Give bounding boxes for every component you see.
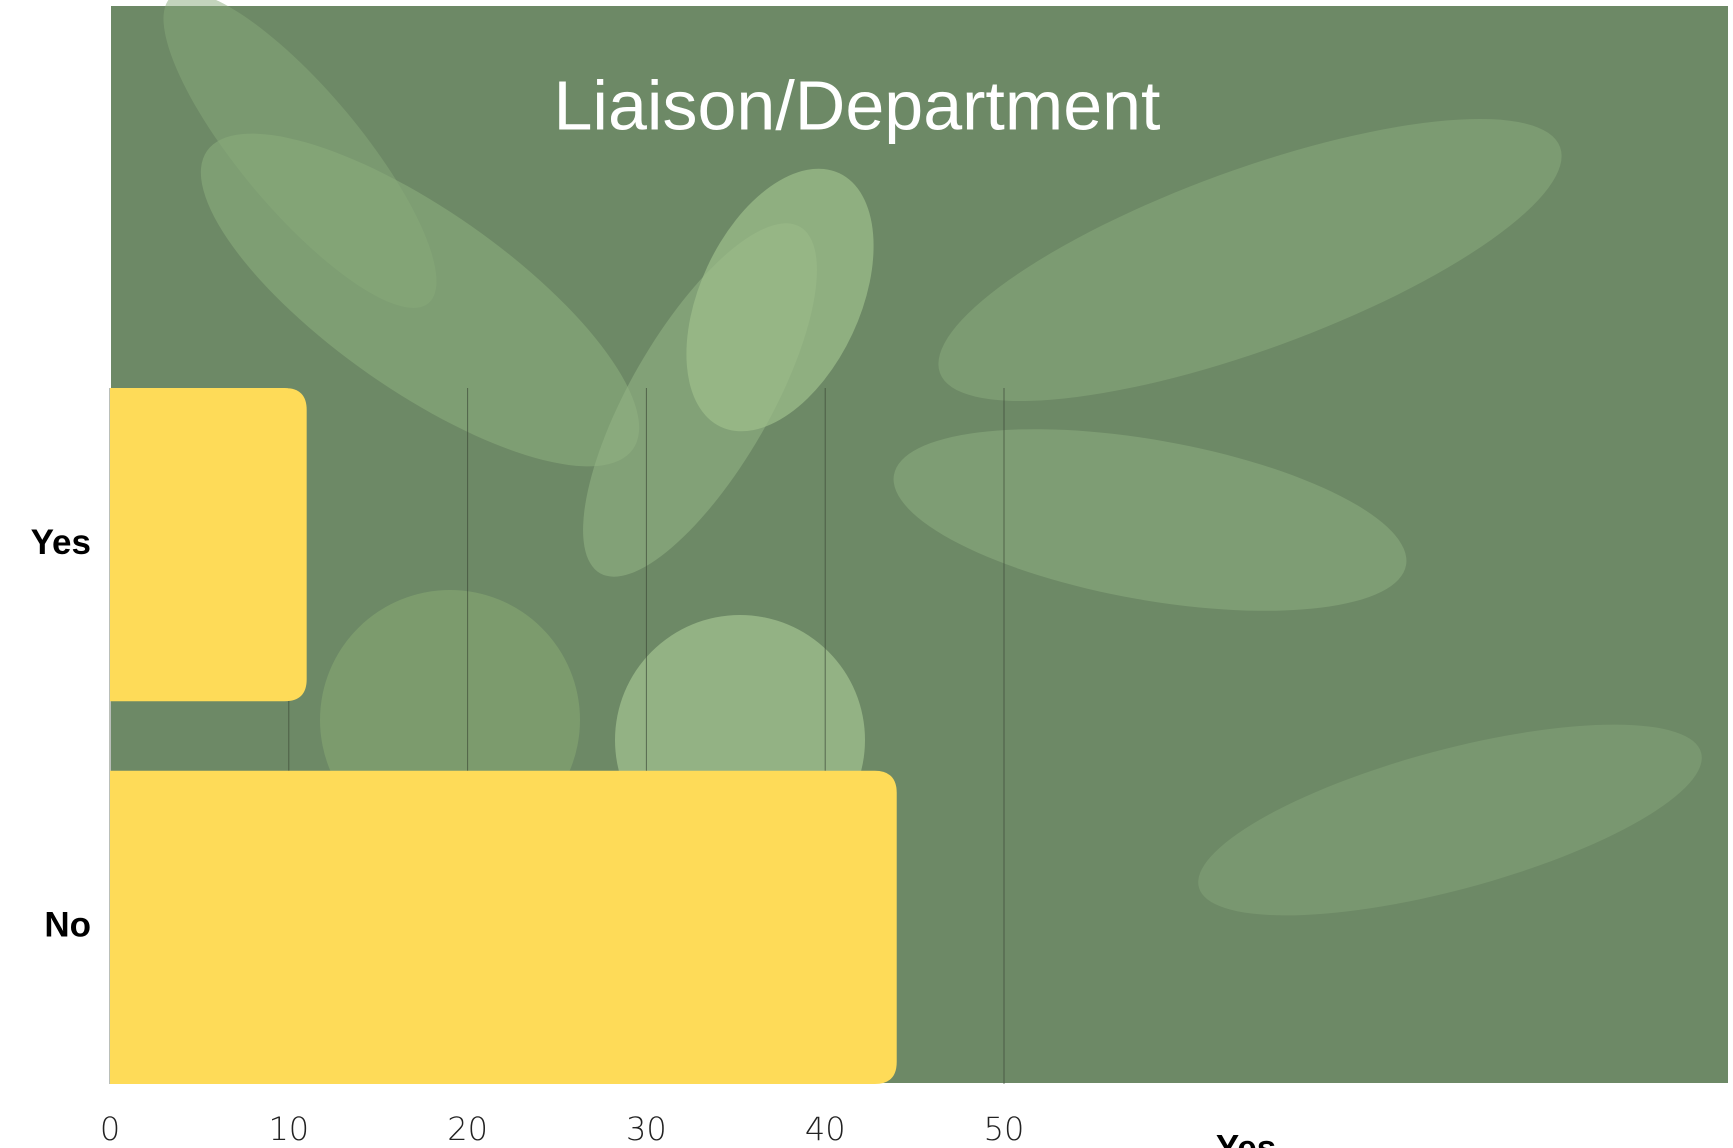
x-tick-label: 0 bbox=[100, 1110, 120, 1148]
bar bbox=[110, 388, 307, 701]
x-tick-label: 20 bbox=[447, 1110, 488, 1148]
x-tick-label: 50 bbox=[984, 1110, 1025, 1148]
x-tick-label: 10 bbox=[268, 1110, 309, 1148]
legend-label: Yes bbox=[1216, 1128, 1276, 1148]
x-tick-label: 30 bbox=[626, 1110, 667, 1148]
y-tick-label: Yes bbox=[31, 523, 91, 562]
x-tick-label: 40 bbox=[805, 1110, 846, 1148]
y-tick-label: No bbox=[44, 906, 91, 945]
chart: Liaison/Department 0 10 20 30 40 50 Yes No Yes bbox=[0, 0, 1733, 1148]
bar bbox=[110, 771, 897, 1084]
chart-title: Liaison/Department bbox=[554, 66, 1161, 144]
